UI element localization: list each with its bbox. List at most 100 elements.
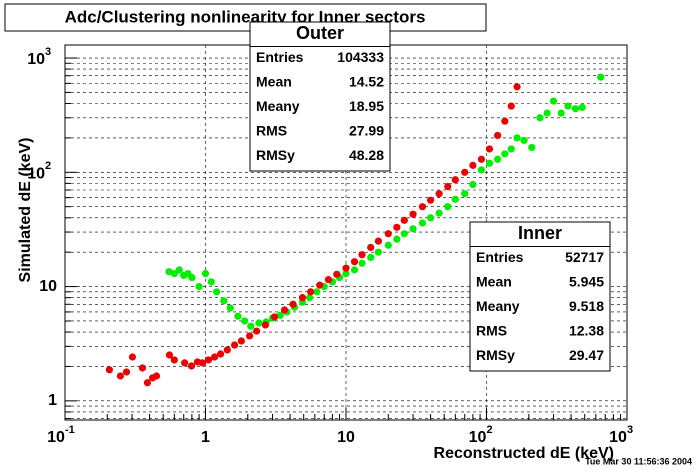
point (367, 253, 375, 262)
point (435, 190, 443, 198)
stats-value: 104333 (337, 49, 384, 65)
point (165, 351, 174, 359)
point (201, 269, 210, 278)
stats-value: 29.47 (569, 347, 604, 363)
point (237, 337, 245, 345)
point (520, 136, 528, 145)
point (342, 269, 350, 278)
point (477, 155, 486, 163)
point (255, 319, 263, 327)
point (557, 109, 565, 117)
tick-label: 10 (27, 166, 45, 183)
stats-title: Outer (296, 23, 344, 43)
point (198, 359, 206, 367)
point (536, 114, 544, 122)
point (494, 131, 502, 140)
point (384, 230, 392, 238)
point (280, 306, 289, 314)
point (418, 219, 427, 227)
point (426, 214, 435, 222)
point (374, 248, 382, 256)
stats-label: Entries (256, 49, 304, 65)
point (342, 264, 350, 272)
point (578, 103, 586, 111)
point (210, 353, 219, 361)
point (367, 243, 375, 252)
stats-label: Meany (476, 298, 520, 314)
tick-label: 1 (201, 429, 210, 446)
stats-value: 18.95 (349, 98, 384, 114)
stats-label: Mean (256, 74, 292, 90)
stats-value: 48.28 (349, 147, 384, 163)
point (469, 161, 477, 169)
point (469, 181, 477, 189)
point (444, 182, 452, 191)
tick-exponent: 2 (487, 424, 493, 436)
point (418, 203, 427, 211)
point (494, 155, 502, 163)
point (241, 317, 249, 325)
point (276, 311, 284, 319)
point (175, 266, 183, 274)
point (477, 166, 486, 174)
stats-label: Entries (476, 249, 524, 265)
point (549, 97, 558, 105)
point (451, 176, 459, 184)
point (270, 313, 279, 321)
point (128, 353, 137, 361)
point (358, 251, 366, 259)
point (105, 366, 113, 374)
point (247, 322, 255, 330)
tick-exponent: 3 (627, 424, 633, 436)
point (571, 105, 580, 113)
tick-label: 1 (48, 392, 57, 409)
tick-label: 10 (47, 429, 65, 446)
point (234, 312, 242, 320)
stats-label: RMS (476, 323, 507, 339)
point (393, 223, 401, 231)
point (305, 294, 314, 302)
point (220, 297, 228, 305)
point (213, 288, 221, 296)
point (307, 288, 315, 296)
point (181, 359, 189, 367)
stats-value: 52717 (565, 249, 604, 265)
point (350, 258, 359, 266)
timestamp: Tue Mar 30 11:56:36 2004 (585, 456, 692, 466)
point (513, 134, 521, 142)
point (252, 327, 261, 335)
point (298, 294, 307, 302)
stats-label: Meany (256, 98, 300, 114)
point (507, 102, 515, 110)
tick-exponent: -1 (65, 424, 75, 436)
y-axis-label: Simulated dE (keV) (17, 138, 34, 283)
stats-value: 9.518 (569, 298, 604, 314)
title-box (4, 3, 487, 32)
stats-label: RMSy (476, 347, 515, 363)
point (501, 117, 509, 125)
point (143, 379, 152, 387)
point (195, 282, 203, 291)
point (187, 362, 196, 370)
point (374, 237, 382, 245)
point (261, 321, 270, 329)
point (384, 241, 392, 249)
point (461, 168, 469, 176)
point (400, 216, 408, 224)
stats-label: Mean (476, 274, 512, 290)
point (316, 281, 324, 289)
tick-label: 10 (609, 429, 627, 446)
point (152, 372, 161, 380)
point (226, 304, 234, 312)
stats-value: 14.52 (349, 74, 384, 90)
point (409, 210, 417, 218)
point (170, 356, 178, 364)
point (435, 209, 443, 217)
point (170, 269, 178, 278)
point (207, 278, 215, 286)
x-axis-label: Reconstructed dE (keV) (434, 445, 614, 462)
point (188, 273, 196, 282)
point (400, 230, 408, 238)
point (204, 356, 213, 364)
point (451, 195, 459, 203)
